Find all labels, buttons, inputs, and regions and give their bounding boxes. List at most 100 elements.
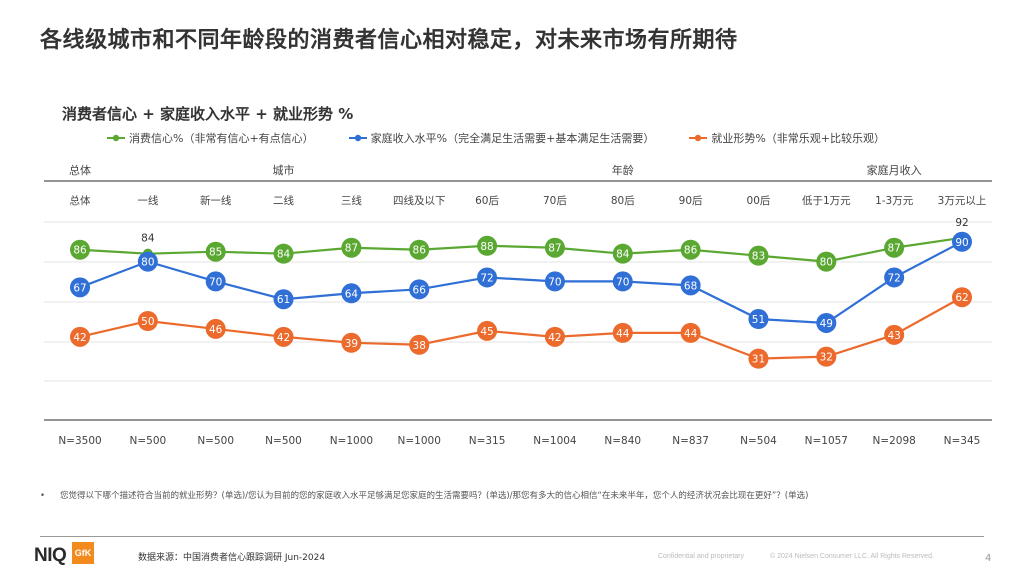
category-tick-label: 1-3万元 <box>875 195 914 207</box>
data-point <box>477 267 498 288</box>
category-tick-label: 70后 <box>543 195 567 207</box>
data-label: 62 <box>955 292 968 304</box>
legend-line-icon <box>348 134 367 142</box>
sample-size-label: N=840 <box>604 435 641 447</box>
sample-size-label: N=500 <box>197 435 234 447</box>
data-label: 32 <box>820 352 833 364</box>
data-label: 85 <box>209 247 222 259</box>
data-point <box>341 283 362 304</box>
legend-label: 就业形势%（非常乐观+比较乐观） <box>711 132 886 145</box>
category-tick-label: 3万元以上 <box>938 195 987 207</box>
data-point <box>952 231 972 252</box>
data-point <box>137 311 158 331</box>
chart-title: 消费者信心 + 家庭收入水平 + 就业形势 % <box>62 105 354 123</box>
category-tick-label: 三线 <box>341 194 362 207</box>
note-text: 您觉得以下哪个描述符合当前的就业形势？(单选)/您认为目前的您的家庭收入水平足够… <box>60 491 809 501</box>
data-label: 84 <box>616 249 630 261</box>
series-line <box>79 236 963 263</box>
data-label: 92 <box>955 217 968 229</box>
data-label: 87 <box>548 243 561 255</box>
data-point <box>612 271 633 292</box>
data-point <box>409 239 430 260</box>
sample-size-label: N=504 <box>740 435 777 447</box>
data-label: 61 <box>277 294 290 306</box>
sample-size-label: N=500 <box>265 435 302 447</box>
page-number: 4 <box>985 553 992 564</box>
data-point <box>544 237 565 258</box>
legend-item-confidence: 消费信心%（非常有信心+有点信心） <box>106 130 314 146</box>
sample-size-label: N=1000 <box>330 435 373 447</box>
data-label: 31 <box>752 354 765 366</box>
data-point <box>205 271 226 292</box>
gfk-logo: GfK <box>72 542 94 564</box>
data-point <box>544 326 565 347</box>
data-label: 51 <box>752 314 765 326</box>
data-label: 50 <box>141 316 154 328</box>
data-label: 87 <box>345 243 358 255</box>
data-point <box>748 309 769 330</box>
data-label: 88 <box>480 241 493 253</box>
data-point <box>612 322 633 343</box>
data-point <box>341 237 362 258</box>
category-tick-label: 60后 <box>475 195 499 207</box>
note-bullet: • <box>40 491 46 501</box>
data-point <box>952 287 972 308</box>
data-label: 90 <box>955 237 968 249</box>
sample-size-label: N=2098 <box>872 435 915 447</box>
data-point <box>748 348 769 369</box>
data-point <box>70 277 90 298</box>
series-line <box>79 296 963 360</box>
data-label: 80 <box>141 257 154 269</box>
data-label: 86 <box>413 245 427 257</box>
legend-line-icon <box>689 134 708 142</box>
sample-size-label: N=500 <box>129 435 166 447</box>
category-tick-label: 新一线 <box>200 194 232 207</box>
data-point <box>409 334 430 355</box>
group-label: 城市 <box>273 163 295 177</box>
data-point <box>884 324 905 345</box>
question-note: • 您觉得以下哪个描述符合当前的就业形势？(单选)/您认为目前的您的家庭收入水平… <box>40 490 830 503</box>
data-point <box>680 239 701 260</box>
data-point <box>409 279 430 300</box>
category-tick-label: 四线及以下 <box>393 194 446 207</box>
data-point <box>205 318 226 339</box>
data-point <box>612 243 633 264</box>
data-point <box>70 326 90 347</box>
legend-item-income: 家庭收入水平%（完全满足生活需要+基本满足生活需要） <box>348 130 655 146</box>
data-point <box>273 326 294 347</box>
sample-size-label: N=1057 <box>805 435 848 447</box>
data-label: 83 <box>752 251 765 263</box>
data-point <box>205 241 226 262</box>
legend-line-icon <box>107 134 125 142</box>
series-line <box>79 240 963 325</box>
group-label: 家庭月收入 <box>867 163 922 177</box>
data-label: 42 <box>548 332 561 344</box>
data-label: 72 <box>480 272 493 284</box>
data-label: 42 <box>277 332 290 344</box>
data-point <box>884 237 905 258</box>
data-label: 87 <box>887 243 900 255</box>
data-point <box>680 322 701 343</box>
data-label: 42 <box>73 332 86 344</box>
data-point <box>748 245 769 266</box>
confidential-text: Confidential and proprietary <box>658 553 744 560</box>
data-point <box>70 239 90 260</box>
data-point <box>477 320 498 341</box>
group-label: 总体 <box>69 163 91 177</box>
category-tick-label: 80后 <box>611 195 635 207</box>
category-tick-label: 00后 <box>747 195 771 207</box>
category-tick-label: 一线 <box>137 194 158 207</box>
data-label: 46 <box>209 324 223 336</box>
data-label: 80 <box>820 257 833 269</box>
category-tick-label: 低于1万元 <box>802 194 851 207</box>
category-tick-label: 90后 <box>679 195 703 207</box>
data-label: 39 <box>345 338 358 350</box>
data-label: 68 <box>684 280 697 292</box>
footer-divider <box>40 536 984 537</box>
legend-label: 家庭收入水平%（完全满足生活需要+基本满足生活需要） <box>370 132 655 145</box>
legend-item-employment: 就业形势%（非常乐观+比较乐观） <box>688 130 885 146</box>
page-title: 各线级城市和不同年龄段的消费者信心相对稳定，对未来市场有所期待 <box>40 28 738 53</box>
data-source: 数据来源：中国消费者信心跟踪调研 Jun-2024 <box>138 553 326 563</box>
data-label: 43 <box>887 330 900 342</box>
data-label: 84 <box>141 233 155 245</box>
